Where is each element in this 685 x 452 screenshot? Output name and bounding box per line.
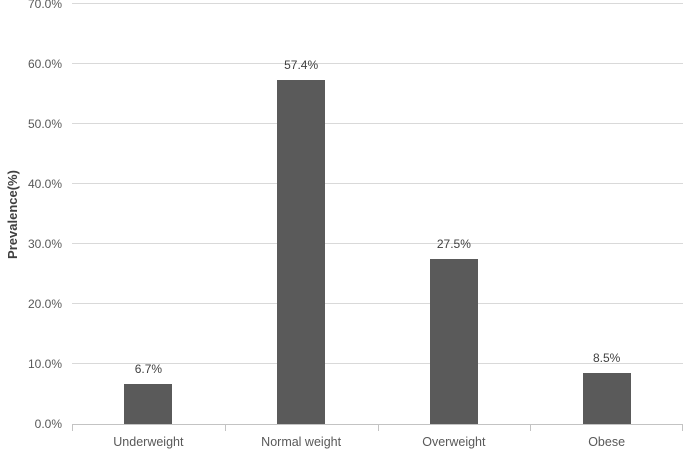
x-axis-line	[72, 424, 683, 425]
bar-overweight	[429, 259, 478, 424]
plot-area: 6.7% 57.4% 27.5% 8.5%	[72, 3, 683, 431]
category-label-overweight: Overweight	[422, 435, 486, 449]
gridline-20	[72, 303, 683, 304]
x-axis-category-labels: Underweight Normal weight Overweight Obese	[72, 432, 683, 452]
y-tick-label-30: 30.0%	[27, 237, 62, 251]
y-tick-label-40: 40.0%	[27, 177, 62, 191]
category-label-normal-weight: Normal weight	[261, 435, 342, 449]
y-tick-label-20: 20.0%	[27, 297, 62, 311]
data-label-overweight: 27.5%	[436, 237, 471, 251]
y-tick-label-0: 0.0%	[34, 417, 62, 431]
gridline-60	[72, 62, 683, 64]
gridline-40	[72, 183, 683, 184]
gridline-10	[72, 363, 683, 364]
y-tick-label-60: 60.0%	[27, 57, 62, 71]
data-label-obese: 8.5%	[592, 351, 621, 365]
x-axis-tick-3	[530, 425, 532, 431]
bar-underweight	[124, 383, 173, 424]
gridline-70	[72, 3, 683, 4]
y-tick-label-50: 50.0%	[27, 117, 62, 131]
bar-obese	[582, 373, 631, 424]
x-axis-tick-4	[682, 425, 683, 431]
data-label-normal-weight: 57.4%	[284, 57, 319, 72]
y-axis-tick-labels: 0.0% 10.0% 20.0% 30.0% 40.0% 50.0% 60.0% 70.0%	[0, 0, 62, 431]
x-axis-tick-1	[224, 425, 226, 431]
category-label-underweight: Underweight	[113, 435, 184, 449]
x-axis-tick-2	[377, 425, 379, 431]
gridline-30	[72, 242, 683, 244]
gridline-50	[72, 122, 683, 124]
data-label-underweight: 6.7%	[134, 361, 163, 376]
category-label-obese: Obese	[588, 435, 626, 449]
y-tick-label-70: 70.0%	[27, 0, 62, 11]
y-tick-label-10: 10.0%	[27, 357, 62, 371]
x-axis-tick-0	[72, 425, 73, 431]
bar-normal-weight	[277, 79, 326, 424]
